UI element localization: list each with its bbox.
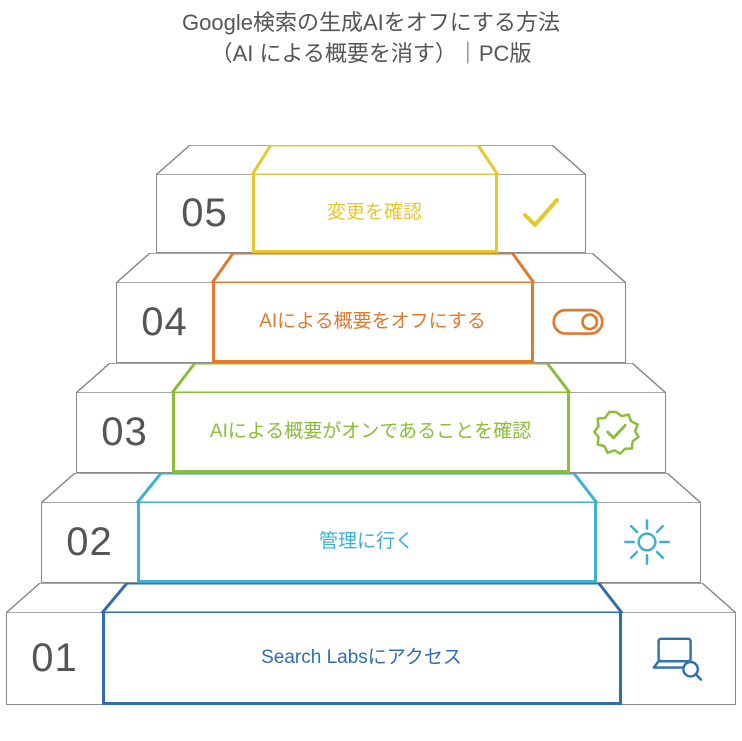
step-cap [41, 473, 701, 503]
title-line-1: Google検索の生成AIをオフにする方法 [182, 10, 560, 35]
step-icon-cell [568, 393, 664, 472]
step-label-cell: Search Labsにアクセス [102, 613, 622, 706]
step-3: 03 AIによる概要がオンであることを確認 [76, 363, 666, 473]
gear-badge-icon [591, 407, 641, 457]
step-label-cell: 変更を確認 [252, 175, 498, 254]
step-front: 03 AIによる概要がオンであることを確認 [76, 393, 666, 473]
step-cap [76, 363, 666, 393]
check-icon [515, 188, 565, 238]
step-number-cell: 05 [157, 175, 253, 252]
step-label: AIによる概要がオンであることを確認 [200, 419, 541, 445]
step-front: 01 Search Labsにアクセス [6, 613, 736, 705]
step-front: 05 変更を確認 [156, 175, 586, 253]
step-number-cell: 01 [7, 613, 103, 704]
step-4: 04 AIによる概要をオフにする [116, 253, 626, 363]
laptop-search-icon [649, 630, 705, 686]
step-1: 01 Search Labsにアクセス [6, 583, 736, 705]
step-2: 02 管理に行く [41, 473, 701, 583]
toggle-icon [551, 307, 605, 337]
step-icon-cell [532, 283, 624, 362]
stairs-diagram: 01 Search Labsにアクセス 02 管理に行く 03 AIによる概要がオンで… [0, 88, 742, 738]
step-number: 02 [66, 520, 113, 565]
step-icon-cell [496, 175, 584, 252]
step-cap [116, 253, 626, 283]
step-number: 04 [141, 300, 188, 345]
step-label: 変更を確認 [317, 200, 432, 226]
step-cap [6, 583, 736, 613]
step-cap [156, 145, 586, 175]
step-number-cell: 04 [117, 283, 213, 362]
step-label-cell: AIによる概要をオフにする [212, 283, 534, 364]
step-number-cell: 03 [77, 393, 173, 472]
step-label: 管理に行く [309, 529, 424, 555]
step-number-cell: 02 [42, 503, 138, 582]
step-label: AIによる概要をオフにする [249, 309, 496, 335]
step-front: 04 AIによる概要をオフにする [116, 283, 626, 363]
step-5: 05 変更を確認 [156, 145, 586, 253]
step-label: Search Labsにアクセス [251, 645, 472, 671]
step-label-cell: AIによる概要がオンであることを確認 [172, 393, 570, 474]
step-front: 02 管理に行く [41, 503, 701, 583]
sun-gear-icon [622, 517, 672, 567]
page-title: Google検索の生成AIをオフにする方法 （AI による概要を消す）｜PC版 [0, 0, 742, 70]
step-icon-cell [595, 503, 699, 582]
title-line-2: （AI による概要を消す）｜PC版 [211, 41, 532, 66]
step-label-cell: 管理に行く [137, 503, 597, 584]
step-number: 03 [101, 410, 148, 455]
step-number: 01 [31, 636, 78, 681]
step-icon-cell [620, 613, 734, 704]
step-number: 05 [181, 191, 228, 236]
